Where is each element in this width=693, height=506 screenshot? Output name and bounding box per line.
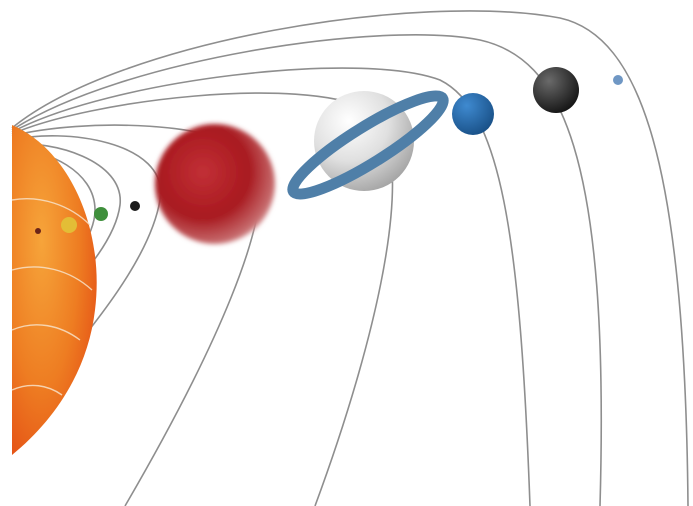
orbit-line	[11, 67, 531, 506]
sun-icon	[12, 125, 97, 455]
uranus-icon	[452, 93, 494, 135]
neptune-icon	[533, 67, 579, 113]
sun-orbit-lines	[11, 198, 93, 396]
jupiter-icon	[155, 124, 275, 244]
mars-icon	[130, 201, 140, 211]
pluto-icon	[613, 75, 623, 85]
mercury-icon	[35, 228, 41, 234]
orbit-line	[11, 10, 689, 506]
venus-icon	[61, 217, 77, 233]
earth-icon	[94, 207, 108, 221]
saturn-icon	[287, 90, 449, 200]
orbit-line	[11, 34, 603, 506]
orbit-paths	[11, 10, 689, 506]
